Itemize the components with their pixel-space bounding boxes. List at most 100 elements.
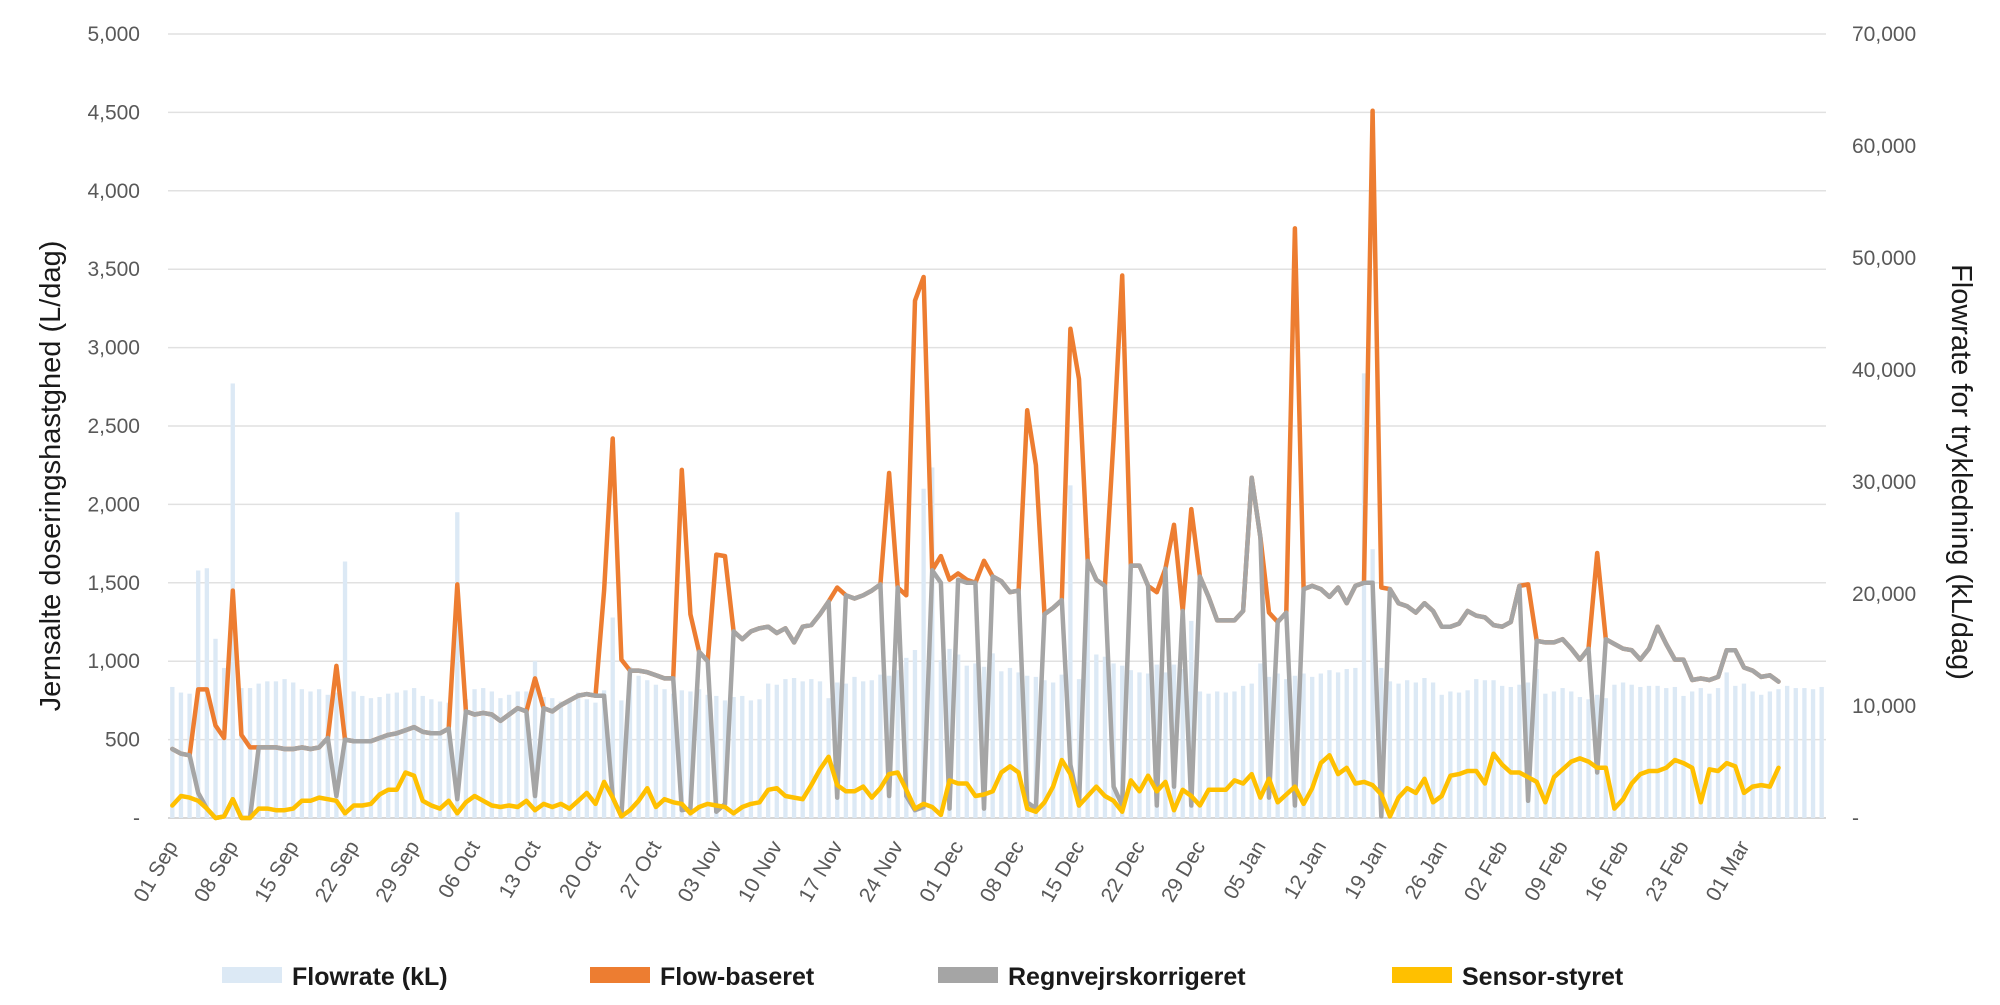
x-tick-label: 15 Sep bbox=[250, 837, 303, 906]
y-right-tick-label: - bbox=[1852, 807, 1859, 830]
x-tick-label: 01 Sep bbox=[129, 837, 182, 906]
flowrate-bar bbox=[1215, 691, 1220, 818]
flowrate-bar bbox=[1413, 682, 1418, 818]
flowrate-bar bbox=[999, 671, 1004, 818]
flowrate-bar bbox=[1482, 680, 1488, 818]
flowrate-bar bbox=[955, 654, 961, 818]
y-left-tick-label: 500 bbox=[105, 729, 140, 752]
flowrate-bar bbox=[1698, 688, 1703, 818]
y-left-tick-label: 5,000 bbox=[87, 23, 140, 46]
y-left-tick-label: 2,000 bbox=[87, 493, 140, 516]
flowrate-bar bbox=[601, 690, 607, 818]
flowrate-bar bbox=[1197, 691, 1203, 818]
flowrate-bar bbox=[921, 488, 926, 818]
y-left-tick-label: 1,000 bbox=[87, 650, 140, 673]
flowrate-bar bbox=[1430, 682, 1436, 818]
flowrate-bar bbox=[1664, 688, 1669, 818]
flowrate-bar bbox=[1422, 678, 1427, 818]
flowrate-bar bbox=[1655, 685, 1660, 818]
x-tick-label: 09 Feb bbox=[1520, 837, 1573, 905]
x-tick-label: 29 Dec bbox=[1157, 837, 1210, 906]
x-tick-label: 20 Oct bbox=[555, 837, 606, 902]
flowrate-bar bbox=[420, 695, 425, 818]
flowrate-bar bbox=[1292, 675, 1298, 818]
x-tick-label: 12 Jan bbox=[1280, 837, 1331, 903]
x-tick-label: 26 Jan bbox=[1401, 837, 1452, 903]
flowrate-bar bbox=[394, 692, 399, 818]
flowrate-bar bbox=[576, 692, 581, 818]
flowrate-bar bbox=[1741, 683, 1747, 818]
flowrate-bar bbox=[1361, 373, 1367, 818]
flowrate-bar bbox=[860, 681, 866, 818]
x-tick-label: 23 Feb bbox=[1641, 837, 1694, 905]
flowrate-bar bbox=[325, 694, 330, 818]
flowrate-bar bbox=[783, 679, 788, 818]
flowrate-bar bbox=[481, 688, 486, 818]
y-right-tick-label: 20,000 bbox=[1852, 583, 1916, 606]
flowrate-bar bbox=[1050, 682, 1056, 818]
flowrate-bar bbox=[912, 650, 918, 818]
flowrate-bar bbox=[1543, 693, 1548, 818]
x-tick-label: 27 Oct bbox=[615, 837, 666, 902]
flowrate-bar bbox=[1085, 538, 1090, 818]
flowrate-bar bbox=[1474, 679, 1479, 818]
flowrate-bar bbox=[239, 688, 244, 818]
flowrate-bar bbox=[1491, 680, 1496, 818]
flowrate-bar bbox=[437, 701, 443, 818]
x-tick-label: 10 Nov bbox=[734, 837, 787, 907]
flowrate-bar bbox=[1128, 670, 1134, 818]
flowrate-bar bbox=[567, 700, 572, 818]
flowrate-bar bbox=[247, 688, 253, 818]
flowrate-bar bbox=[455, 512, 460, 818]
flowrate-bar bbox=[1258, 663, 1263, 818]
flowrate-bar bbox=[1560, 688, 1565, 818]
flowrate-bar bbox=[679, 690, 684, 818]
flowrate-bar bbox=[1232, 691, 1237, 818]
flowrate-bar bbox=[1042, 680, 1047, 818]
x-tick-label: 17 Nov bbox=[794, 837, 847, 907]
flowrate-bar bbox=[506, 694, 512, 818]
flowrate-bar bbox=[1586, 699, 1591, 818]
x-tick-label: 15 Dec bbox=[1036, 837, 1089, 906]
x-tick-label: 19 Jan bbox=[1340, 837, 1391, 903]
flowrate-bar bbox=[1007, 667, 1013, 818]
x-tick-label: 22 Dec bbox=[1097, 837, 1150, 906]
flowrate-bar bbox=[1249, 683, 1254, 818]
y-left-tick-label: - bbox=[133, 807, 140, 830]
flowrate-bar bbox=[627, 666, 633, 818]
flowrate-bar bbox=[740, 695, 745, 818]
series-line-regnvejrskorrigeret bbox=[170, 475, 1781, 821]
x-tick-label: 01 Mar bbox=[1702, 837, 1755, 905]
flowrate-bar bbox=[1405, 680, 1410, 818]
flowrate-bar bbox=[1102, 656, 1108, 818]
legend-label: Regnvejrskorrigeret bbox=[1008, 963, 1246, 991]
flowrate-bar bbox=[429, 699, 434, 818]
flowrate-bar bbox=[904, 657, 909, 818]
flowrate-bar bbox=[1240, 685, 1246, 818]
flowrate-bar bbox=[938, 660, 944, 818]
flowrate-bar bbox=[221, 667, 227, 818]
flowrate-bar bbox=[377, 697, 382, 818]
legend-swatch bbox=[590, 967, 650, 983]
flowrate-bar bbox=[645, 680, 650, 818]
series-line-sensor-styret bbox=[170, 751, 1781, 821]
gridlines bbox=[168, 33, 1826, 819]
flowrate-bar bbox=[1068, 485, 1073, 818]
flowrate-bar bbox=[1759, 694, 1764, 818]
flowrate-bar bbox=[878, 674, 883, 818]
flowrate-bar bbox=[1301, 673, 1306, 818]
flowrate-bar bbox=[1335, 672, 1341, 818]
x-tick-label: 24 Nov bbox=[855, 837, 908, 907]
flowrate-bar bbox=[1223, 692, 1228, 818]
flowrate-bar bbox=[1672, 686, 1678, 818]
flowrate-bar bbox=[714, 695, 719, 818]
flowrate-bar bbox=[757, 699, 762, 818]
flowrate-bar bbox=[1612, 684, 1617, 818]
flowrate-bar bbox=[1638, 686, 1643, 818]
flowrate-bar bbox=[973, 663, 978, 818]
y-right-tick-label: 50,000 bbox=[1852, 247, 1916, 270]
dosing-lines bbox=[170, 108, 1781, 821]
flowrate-bar bbox=[688, 691, 693, 818]
flowrate-bar bbox=[662, 689, 667, 818]
